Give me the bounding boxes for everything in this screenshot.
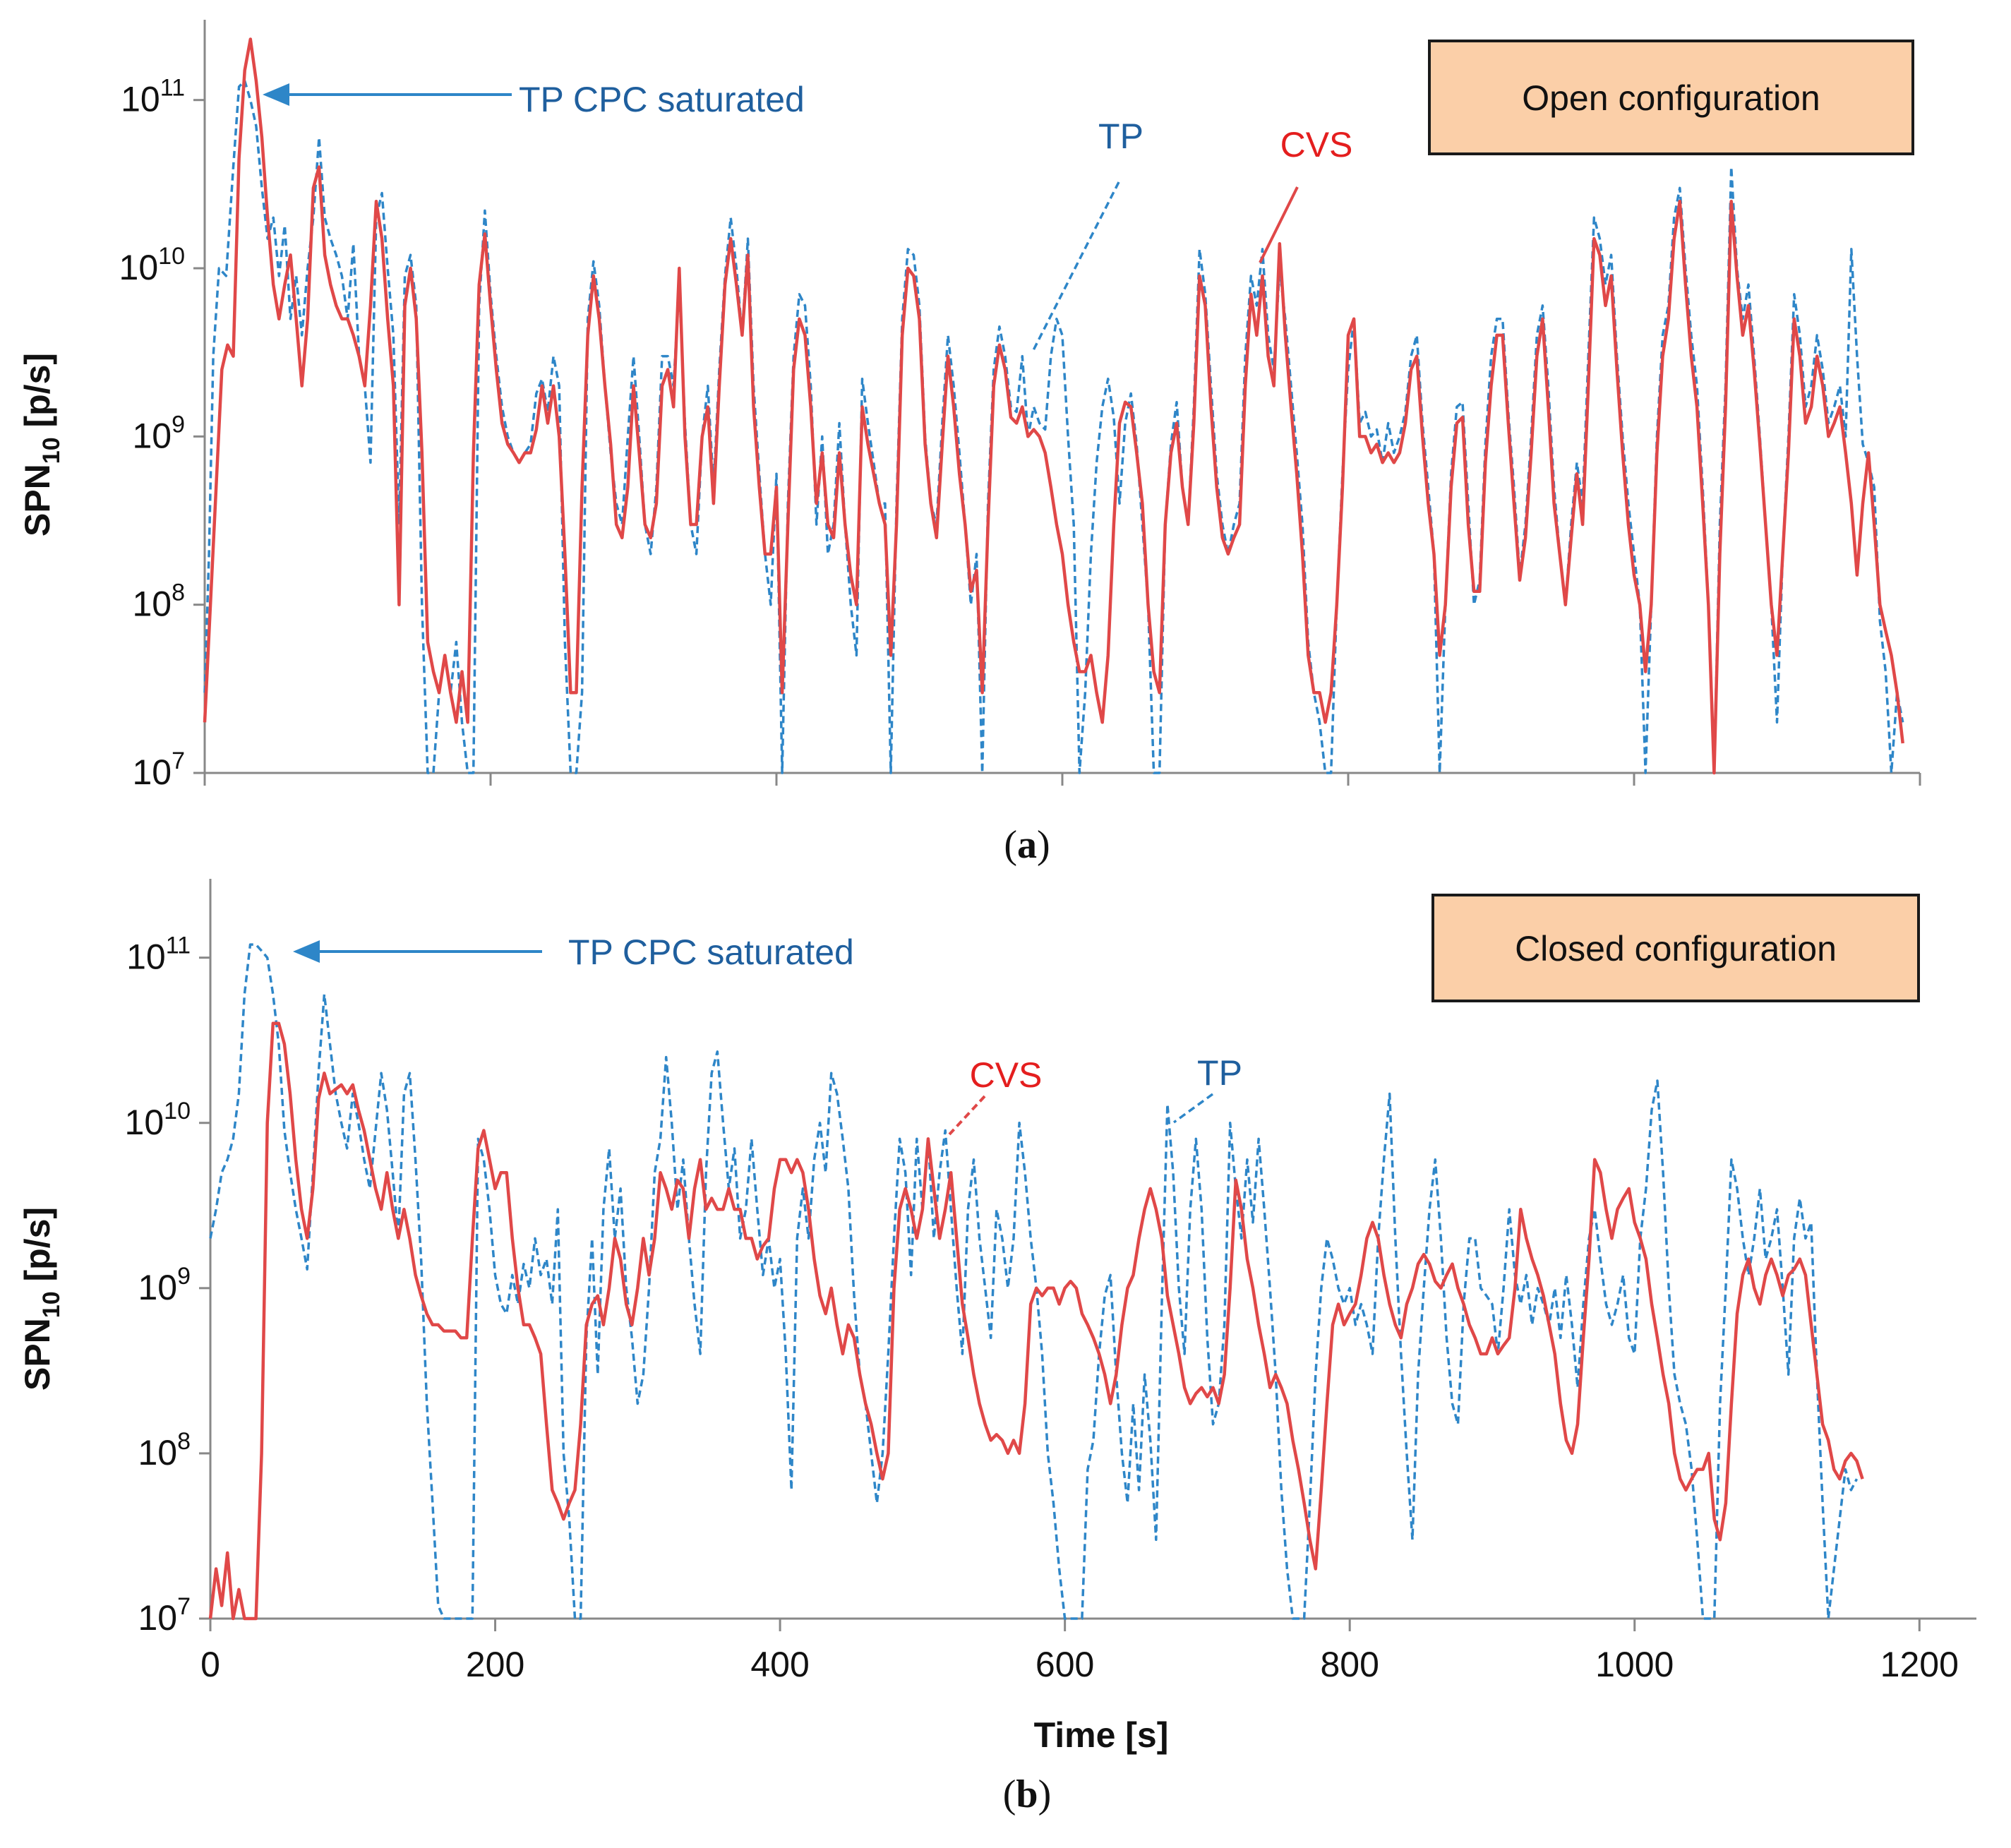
x-tick-label: 400 [750, 1645, 809, 1684]
x-tick-label: 1000 [1595, 1645, 1674, 1684]
y-tick-base: 10 [132, 752, 172, 792]
y-axis-title-subscript: 10 [38, 1291, 65, 1318]
caption-letter: b [1016, 1772, 1038, 1816]
x-tick-label: 200 [466, 1645, 524, 1684]
cvs-leader-line [1259, 186, 1299, 263]
y-tick-base: 10 [138, 1433, 177, 1472]
x-tick-label: 600 [1035, 1645, 1094, 1684]
saturation-label: TP CPC saturated [568, 932, 854, 972]
y-tick-exponent: 7 [177, 1593, 191, 1620]
y-tick-label: 107 [138, 1593, 191, 1638]
y-axis-title-unit: [p/s] [18, 353, 57, 437]
panel-caption: (a) [1004, 823, 1050, 867]
y-tick-exponent: 7 [172, 748, 185, 774]
y-axis-title-main: SPN [18, 1318, 57, 1391]
y-tick-label: 108 [132, 580, 185, 624]
series-cvs-line [203, 37, 1904, 775]
y-tick-exponent: 10 [164, 1098, 191, 1124]
caption-letter: a [1017, 823, 1037, 867]
cvs-label: CVS [1280, 125, 1353, 164]
caption-paren-close: ) [1038, 1772, 1052, 1816]
y-axis-title: SPN10 [p/s] [18, 353, 65, 536]
tp-leader-line [1172, 1093, 1214, 1124]
y-tick-label: 109 [132, 411, 185, 455]
panel-caption: (b) [1003, 1772, 1051, 1816]
series-cvs-line [208, 1021, 1864, 1621]
caption-paren-close: ) [1037, 823, 1050, 867]
y-tick-exponent: 11 [160, 75, 185, 102]
config-box [1431, 894, 1920, 1002]
tp-label: TP [1197, 1053, 1242, 1093]
y-tick-exponent: 9 [172, 411, 185, 438]
y-tick-base: 10 [138, 1598, 177, 1638]
y-tick-exponent: 11 [166, 932, 191, 959]
y-tick-label: 107 [132, 748, 185, 792]
y-tick-label: 108 [138, 1428, 191, 1472]
x-axis-title: Time [s] [1034, 1715, 1169, 1755]
y-tick-base: 10 [125, 1103, 164, 1142]
caption-paren-open: ( [1004, 823, 1017, 867]
y-axis-title-subscript: 10 [38, 437, 65, 464]
y-tick-label: 1011 [126, 932, 191, 977]
tp-label: TP [1098, 116, 1143, 156]
y-tick-label: 1011 [121, 75, 185, 119]
y-tick-base: 10 [138, 1268, 177, 1307]
y-tick-exponent: 8 [177, 1428, 191, 1455]
y-tick-base: 10 [121, 80, 160, 119]
x-tick-label: 800 [1320, 1645, 1379, 1684]
y-tick-label: 1010 [119, 243, 185, 287]
y-tick-base: 10 [126, 937, 166, 977]
config-box [1428, 40, 1914, 155]
y-tick-base: 10 [132, 584, 172, 624]
y-axis-title-main: SPN [18, 464, 57, 536]
saturation-arrow-head [293, 940, 320, 963]
cvs-label: CVS [970, 1055, 1043, 1095]
caption-paren-open: ( [1003, 1772, 1016, 1816]
y-tick-label: 109 [138, 1263, 191, 1307]
series-tp-line [209, 943, 1859, 1620]
saturation-arrow-head [263, 83, 289, 106]
y-tick-exponent: 10 [158, 243, 185, 270]
x-tick-label: 1200 [1880, 1645, 1959, 1684]
config-label: Open configuration [1522, 78, 1820, 118]
y-tick-exponent: 9 [177, 1263, 191, 1290]
y-axis-title-unit: [p/s] [18, 1207, 57, 1291]
y-tick-base: 10 [132, 416, 172, 455]
x-tick-label: 0 [200, 1645, 220, 1684]
y-tick-exponent: 8 [172, 580, 185, 606]
cvs-leader-line [948, 1095, 986, 1136]
series-tp-line [203, 79, 1904, 774]
y-axis-title: SPN10 [p/s] [18, 1207, 65, 1391]
y-tick-label: 1010 [125, 1098, 191, 1142]
y-tick-base: 10 [119, 248, 159, 287]
tp-leader-line [1031, 181, 1120, 354]
saturation-label: TP CPC saturated [519, 80, 805, 119]
config-label: Closed configuration [1515, 929, 1837, 968]
